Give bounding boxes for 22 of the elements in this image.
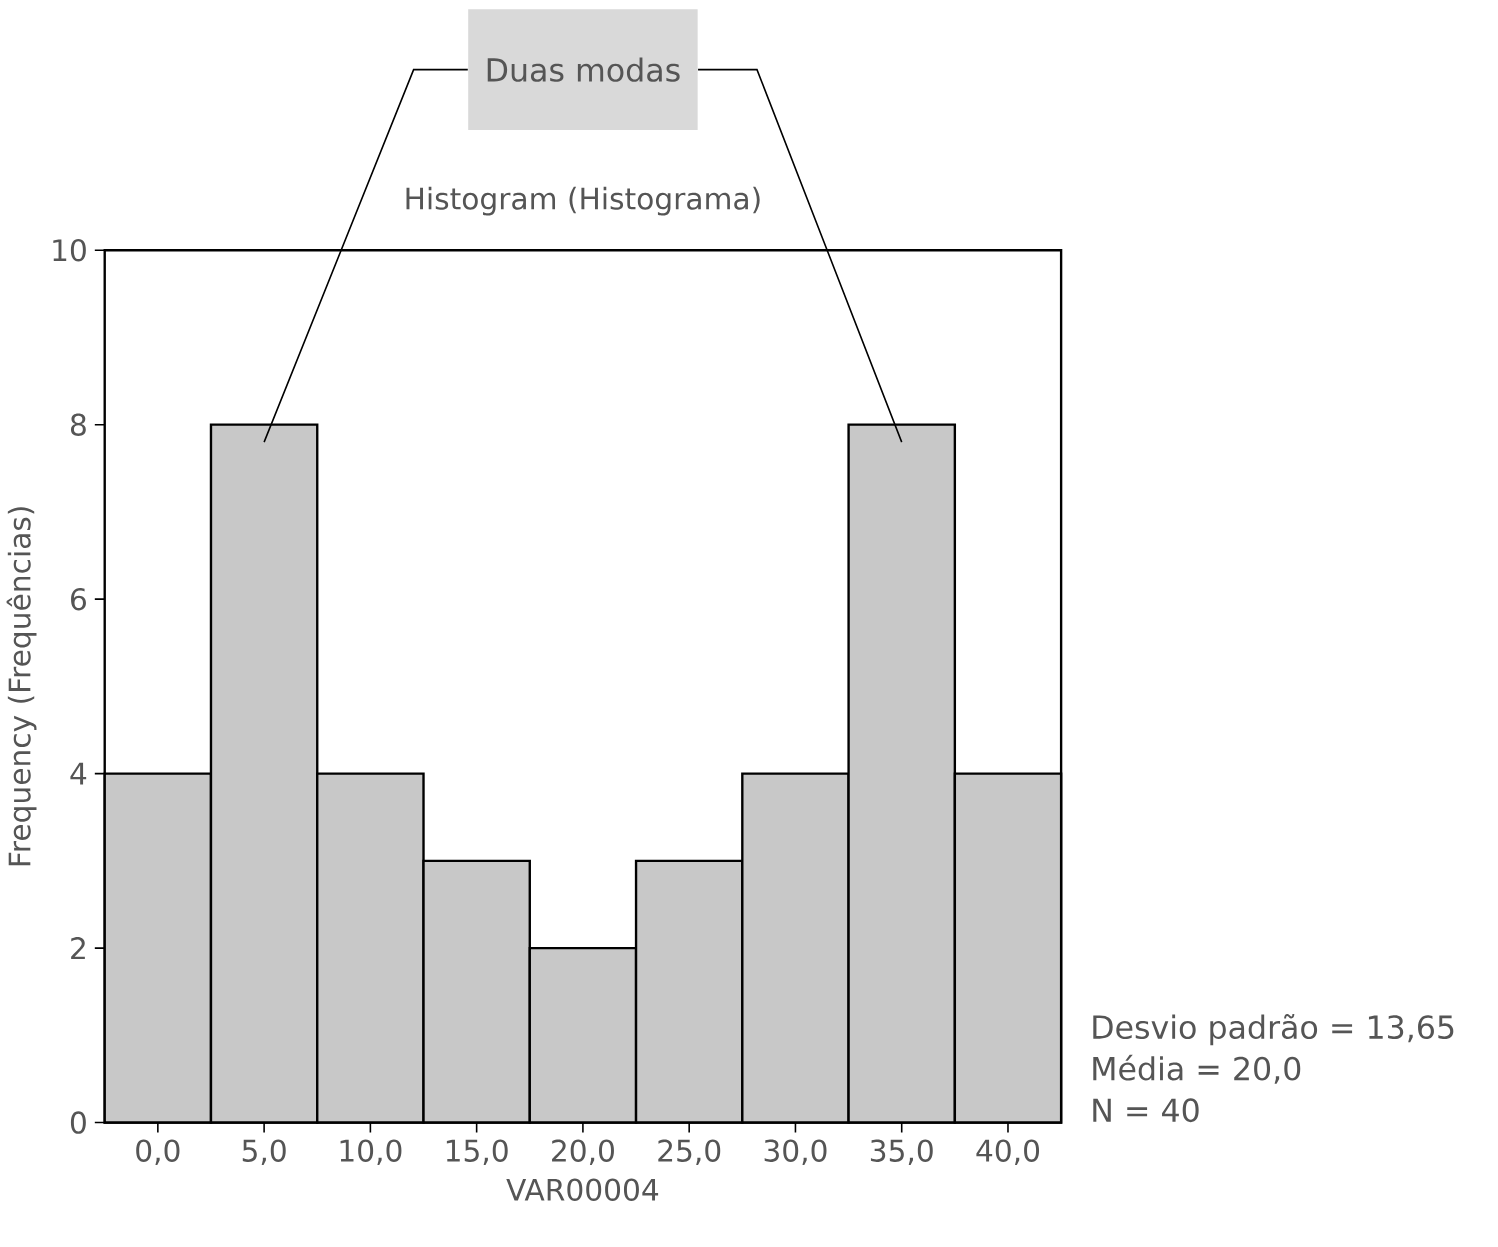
x-tick-label: 40,0 xyxy=(976,1139,1040,1165)
x-tick-label: 5,0 xyxy=(242,1139,286,1165)
y-tick-label: 2 xyxy=(71,936,85,960)
chart-title: Histogram (Histograma) xyxy=(406,186,760,216)
x-tick-label: 30,0 xyxy=(764,1139,827,1165)
x-tick-label: 0,0 xyxy=(136,1139,180,1165)
x-tick-label: 25,0 xyxy=(658,1139,721,1165)
x-tick-label: 15,0 xyxy=(446,1139,508,1165)
x-tick-label: 35,0 xyxy=(870,1139,933,1165)
x-tick-label: 20,0 xyxy=(552,1139,614,1165)
text: Duas modas xyxy=(487,57,680,82)
text: N = 40 xyxy=(1093,1098,1199,1123)
x-axis-title: VAR00004 xyxy=(506,1178,659,1201)
y-tick-label: 8 xyxy=(70,413,86,436)
x-tick-label: 10,0 xyxy=(340,1139,402,1165)
text: Desvio padrão = 13,65 xyxy=(1093,1013,1454,1046)
y-tick-label: 4 xyxy=(70,762,87,785)
y-axis-title: Frequency (Frequências) xyxy=(6,507,37,866)
y-tick-label: 0 xyxy=(70,1111,86,1134)
y-tick-label: 6 xyxy=(71,587,86,611)
text: Média = 20,0 xyxy=(1093,1054,1301,1084)
y-tick-label: 10 xyxy=(53,238,86,262)
